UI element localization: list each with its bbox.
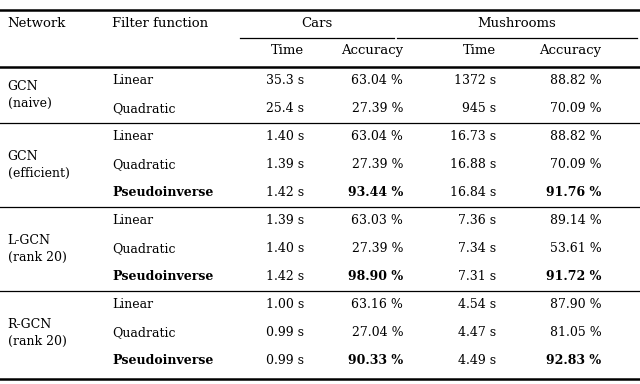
Text: 4.47 s: 4.47 s [458,326,496,339]
Text: Linear: Linear [112,74,153,87]
Text: L-GCN
(rank 20): L-GCN (rank 20) [8,234,67,264]
Text: R-GCN
(rank 20): R-GCN (rank 20) [8,318,67,348]
Text: Filter function: Filter function [112,17,208,30]
Text: Linear: Linear [112,298,153,311]
Text: 1.39 s: 1.39 s [266,158,304,171]
Text: 63.04 %: 63.04 % [351,130,403,143]
Text: Mushrooms: Mushrooms [477,17,557,30]
Text: Quadratic: Quadratic [112,326,175,339]
Text: 70.09 %: 70.09 % [550,158,602,171]
Text: 63.03 %: 63.03 % [351,214,403,227]
Text: Linear: Linear [112,130,153,143]
Text: 63.16 %: 63.16 % [351,298,403,311]
Text: 70.09 %: 70.09 % [550,102,602,115]
Text: GCN
(naive): GCN (naive) [8,79,52,110]
Text: Cars: Cars [301,17,332,30]
Text: Quadratic: Quadratic [112,242,175,255]
Text: 4.49 s: 4.49 s [458,354,496,367]
Text: Network: Network [8,17,66,30]
Text: 1.42 s: 1.42 s [266,186,304,199]
Text: 16.88 s: 16.88 s [450,158,496,171]
Text: 1.39 s: 1.39 s [266,214,304,227]
Text: 88.82 %: 88.82 % [550,74,602,87]
Text: 90.33 %: 90.33 % [348,354,403,367]
Text: 98.90 %: 98.90 % [348,270,403,283]
Text: Time: Time [463,44,496,57]
Text: 93.44 %: 93.44 % [348,186,403,199]
Text: 7.34 s: 7.34 s [458,242,496,255]
Text: Pseudoinverse: Pseudoinverse [112,270,213,283]
Text: Pseudoinverse: Pseudoinverse [112,186,213,199]
Text: Time: Time [271,44,304,57]
Text: 27.04 %: 27.04 % [351,326,403,339]
Text: Accuracy: Accuracy [341,44,403,57]
Text: 0.99 s: 0.99 s [266,326,304,339]
Text: 27.39 %: 27.39 % [352,102,403,115]
Text: 1.40 s: 1.40 s [266,130,304,143]
Text: Accuracy: Accuracy [540,44,602,57]
Text: 1.00 s: 1.00 s [266,298,304,311]
Text: 16.73 s: 16.73 s [450,130,496,143]
Text: 27.39 %: 27.39 % [352,242,403,255]
Text: 945 s: 945 s [462,102,496,115]
Text: 1372 s: 1372 s [454,74,496,87]
Text: 63.04 %: 63.04 % [351,74,403,87]
Text: 4.54 s: 4.54 s [458,298,496,311]
Text: 7.31 s: 7.31 s [458,270,496,283]
Text: 16.84 s: 16.84 s [450,186,496,199]
Text: 0.99 s: 0.99 s [266,354,304,367]
Text: 1.40 s: 1.40 s [266,242,304,255]
Text: 7.36 s: 7.36 s [458,214,496,227]
Text: 27.39 %: 27.39 % [352,158,403,171]
Text: 81.05 %: 81.05 % [550,326,602,339]
Text: Pseudoinverse: Pseudoinverse [112,354,213,367]
Text: 87.90 %: 87.90 % [550,298,602,311]
Text: Linear: Linear [112,214,153,227]
Text: 88.82 %: 88.82 % [550,130,602,143]
Text: 1.42 s: 1.42 s [266,270,304,283]
Text: 89.14 %: 89.14 % [550,214,602,227]
Text: Quadratic: Quadratic [112,158,175,171]
Text: 53.61 %: 53.61 % [550,242,602,255]
Text: GCN
(efficient): GCN (efficient) [8,150,70,180]
Text: 91.76 %: 91.76 % [547,186,602,199]
Text: 92.83 %: 92.83 % [547,354,602,367]
Text: Quadratic: Quadratic [112,102,175,115]
Text: 25.4 s: 25.4 s [266,102,304,115]
Text: 91.72 %: 91.72 % [546,270,602,283]
Text: 35.3 s: 35.3 s [266,74,304,87]
